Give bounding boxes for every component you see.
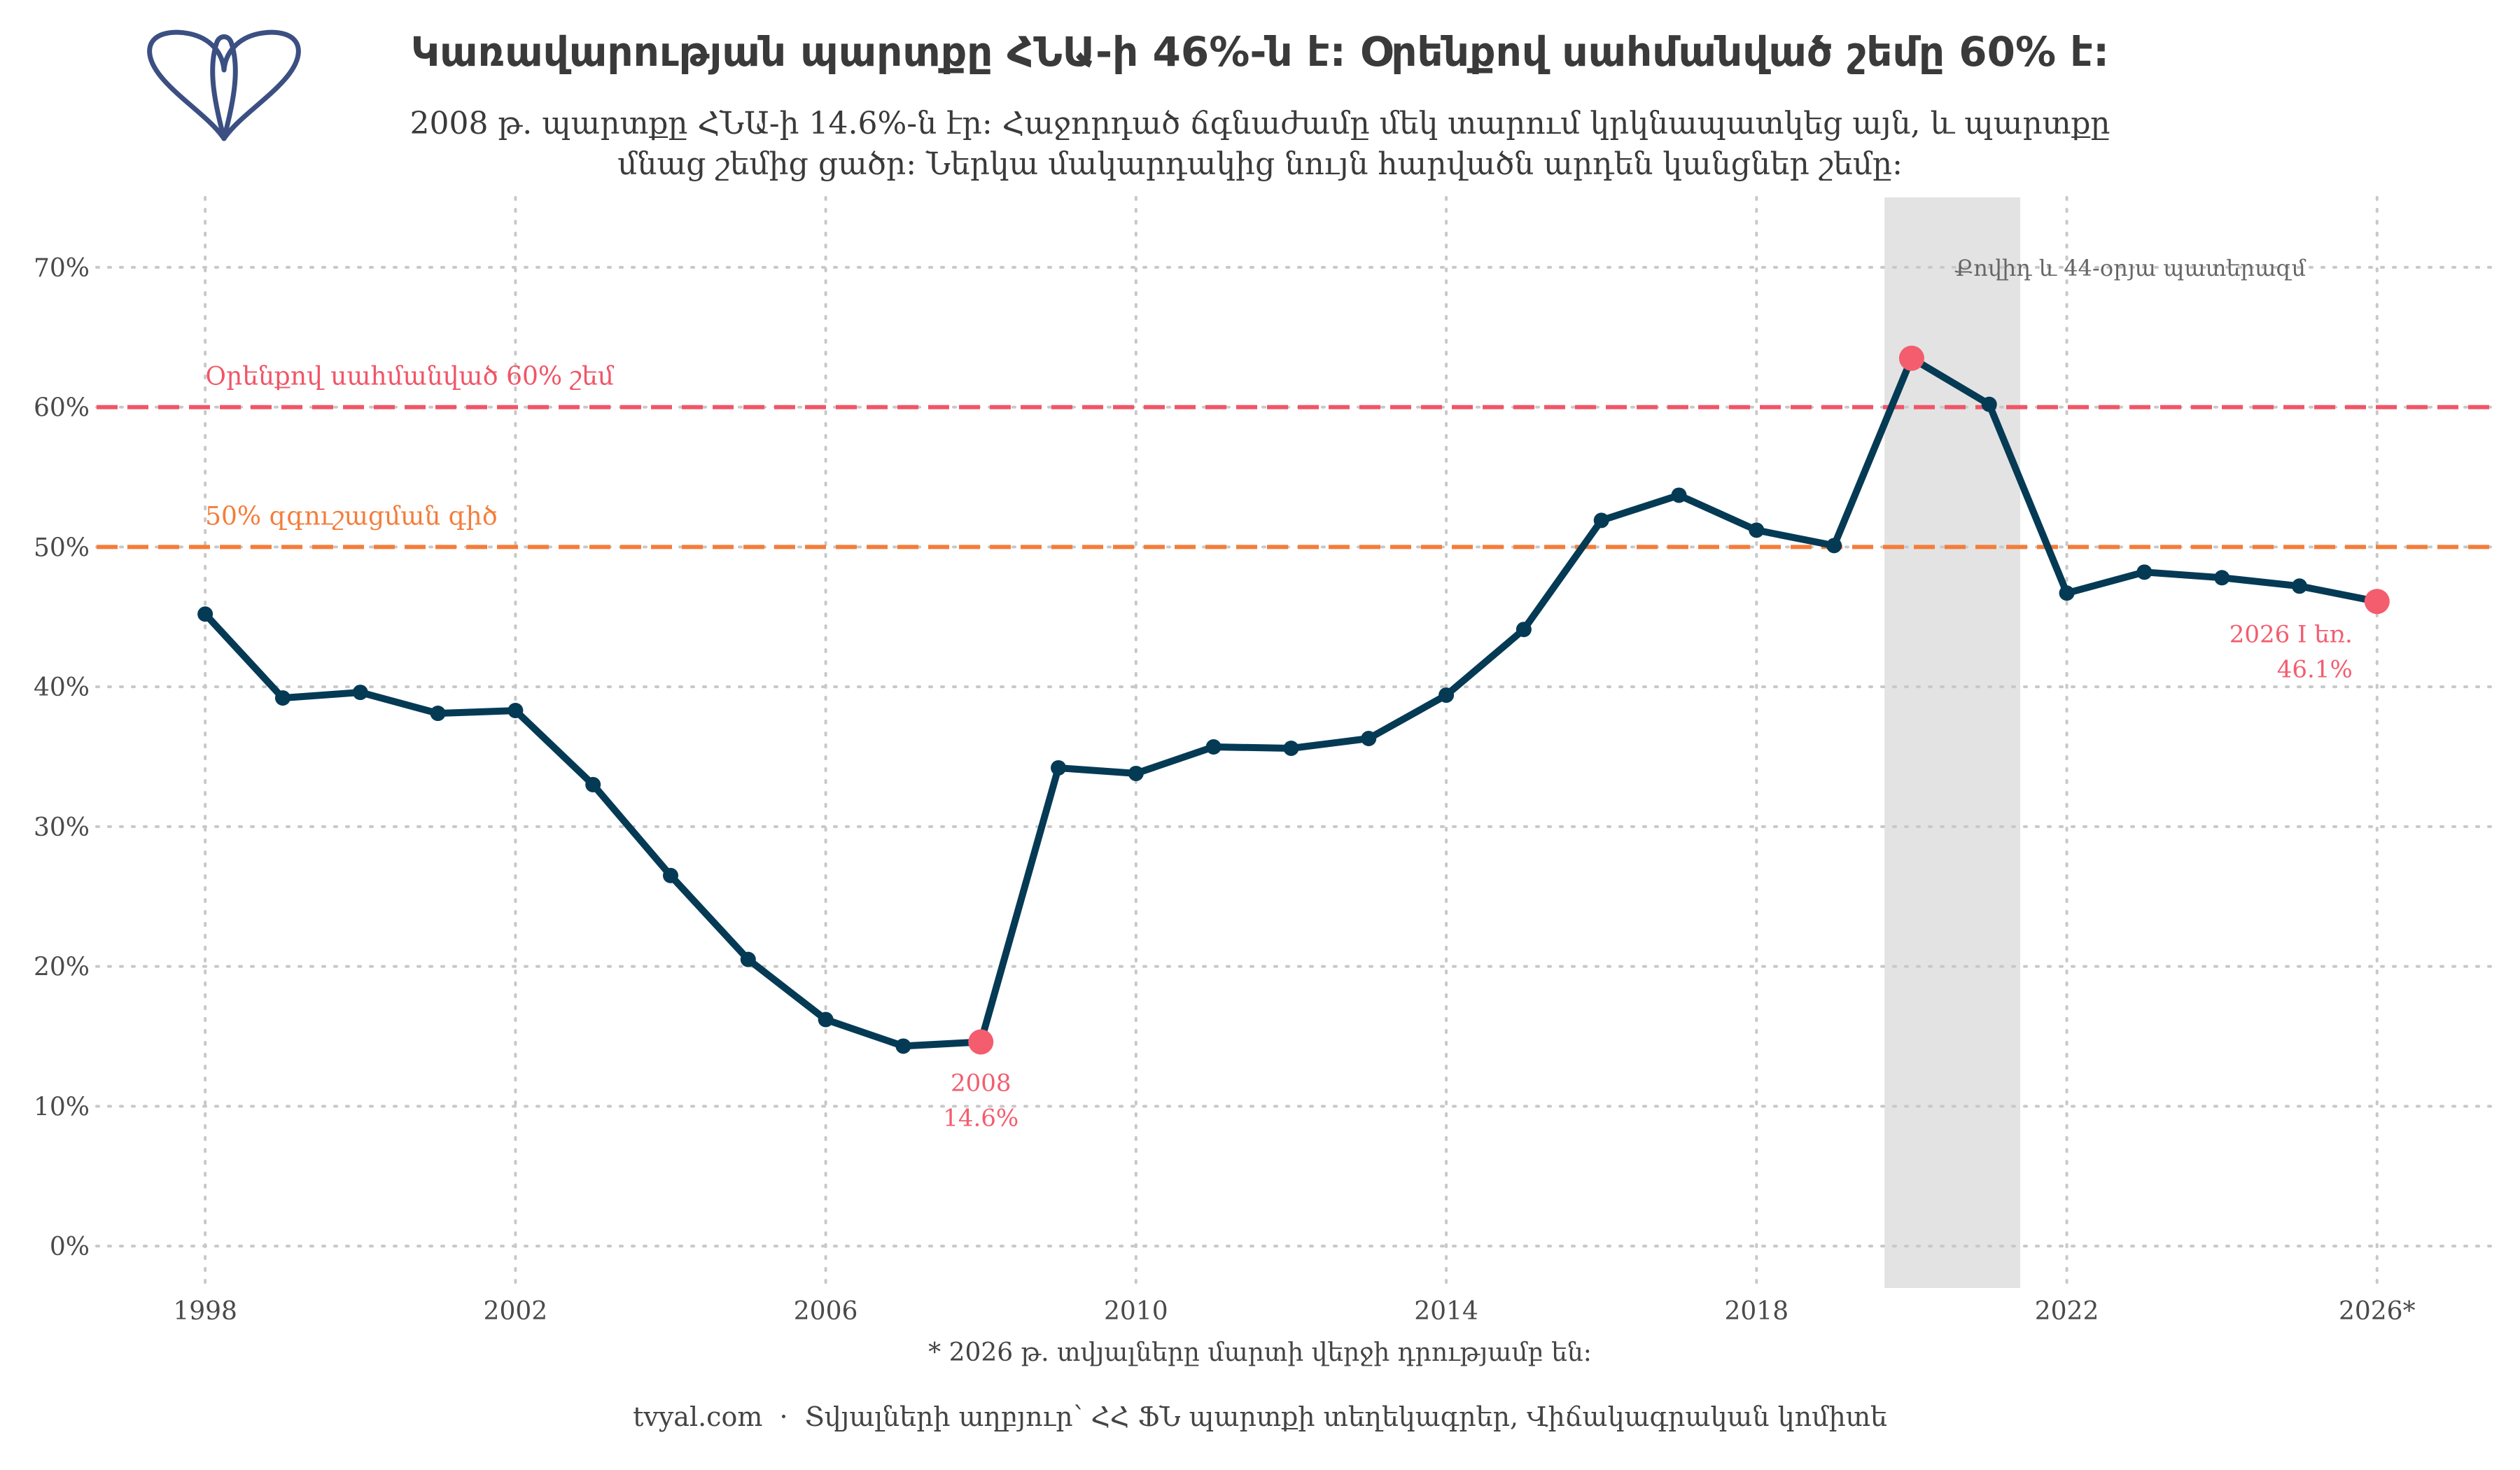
x-tick-label: 1998 bbox=[173, 1297, 237, 1326]
data-point bbox=[1593, 512, 1609, 528]
data-point bbox=[1361, 731, 1377, 747]
highlight-point bbox=[2364, 589, 2390, 615]
data-point bbox=[2214, 570, 2230, 586]
shaded-period-label: Քովիդ և 44-օրյա պատերազմ bbox=[1954, 255, 2306, 281]
data-point bbox=[1051, 760, 1067, 776]
y-tick-label: 60% bbox=[34, 394, 90, 423]
x-tick-label: 2014 bbox=[1414, 1297, 1478, 1326]
chart-labels: Քովիդ և 44-օրյա պատերազմ 0% 10% 20% 30% 40% 50… bbox=[34, 254, 2416, 1326]
y-tick-label: 70% bbox=[34, 254, 90, 283]
data-point bbox=[1516, 622, 1532, 638]
data-point bbox=[585, 776, 601, 792]
data-point bbox=[1128, 765, 1144, 781]
tvyal-logo-icon bbox=[147, 29, 301, 141]
highlight-label-period: 2026 I եռ. bbox=[2230, 620, 2353, 648]
chart-title: Կառավարության պարտքը ՀՆԱ-ի 46%-ն է: Օրեն… bbox=[410, 28, 2110, 76]
data-point bbox=[1749, 522, 1765, 538]
data-point bbox=[274, 690, 290, 706]
y-tick-label: 50% bbox=[34, 533, 90, 562]
x-tick-label: 2006 bbox=[794, 1297, 858, 1326]
subtitle-line-1: 2008 թ. պարտքը ՀՆԱ-ի 14.6%-ն էր: Հաջորդա… bbox=[410, 106, 2110, 141]
data-point bbox=[1205, 738, 1222, 755]
data-point bbox=[197, 606, 214, 622]
data-point bbox=[1283, 740, 1299, 756]
highlight-label-value: 14.6% bbox=[943, 1104, 1018, 1132]
debt-line bbox=[202, 354, 2381, 1050]
source-separator: · bbox=[779, 1401, 788, 1432]
data-point bbox=[818, 1011, 834, 1028]
data-point bbox=[740, 951, 756, 967]
chart-subtitle: 2008 թ. պարտքը ՀՆԱ-ի 14.6%-ն էր: Հաջորդա… bbox=[0, 104, 2520, 185]
data-point bbox=[895, 1038, 911, 1054]
data-point bbox=[1438, 687, 1455, 704]
data-point bbox=[1671, 487, 1687, 503]
highlight-label-year: 2008 bbox=[951, 1069, 1011, 1097]
grid-lines bbox=[95, 196, 2495, 1289]
debt-series-line bbox=[202, 354, 2381, 1050]
site-name: tvyal.com bbox=[633, 1401, 763, 1432]
x-tick-label: 2018 bbox=[1725, 1297, 1789, 1326]
highlight-point bbox=[1898, 345, 1924, 371]
source-line: tvyal.com · Տվյալների աղբյուր՝ ՀՀ ՖՆ պար… bbox=[0, 1401, 2520, 1432]
x-tick-label: 2002 bbox=[484, 1297, 548, 1326]
highlight-label-value: 46.1% bbox=[2277, 655, 2353, 683]
data-point bbox=[507, 703, 524, 719]
y-tick-label: 20% bbox=[34, 953, 90, 982]
reference-line-label: 50% զգուշացման գիծ bbox=[205, 502, 498, 531]
subtitle-line-2: մնաց շեմից ցածր: Ներկա մակարդակից նույն … bbox=[617, 146, 1903, 182]
data-point bbox=[2136, 564, 2152, 580]
y-tick-label: 0% bbox=[50, 1233, 90, 1261]
x-tick-label: 2022 bbox=[2035, 1297, 2099, 1326]
data-point bbox=[2059, 585, 2075, 601]
data-point bbox=[1826, 538, 1842, 554]
y-tick-label: 30% bbox=[34, 813, 90, 842]
data-point bbox=[2291, 578, 2307, 594]
data-point bbox=[662, 867, 678, 883]
reference-line-label: Օրենքով սահմանված 60% շեմ bbox=[205, 363, 615, 391]
data-point bbox=[430, 706, 446, 722]
debt-series-points bbox=[197, 345, 2390, 1055]
data-point bbox=[352, 685, 368, 701]
y-tick-label: 10% bbox=[34, 1093, 90, 1121]
data-point bbox=[1981, 396, 1997, 412]
footnote: * 2026 թ. տվյալները մարտի վերջի դրությամ… bbox=[928, 1338, 1592, 1367]
x-tick-label: 2026* bbox=[2339, 1297, 2416, 1326]
y-tick-label: 40% bbox=[34, 673, 90, 702]
highlight-point bbox=[968, 1029, 994, 1055]
source-text: Տվյալների աղբյուր՝ ՀՀ ՖՆ պարտքի տեղեկագր… bbox=[804, 1401, 1887, 1432]
x-tick-label: 2010 bbox=[1104, 1297, 1168, 1326]
